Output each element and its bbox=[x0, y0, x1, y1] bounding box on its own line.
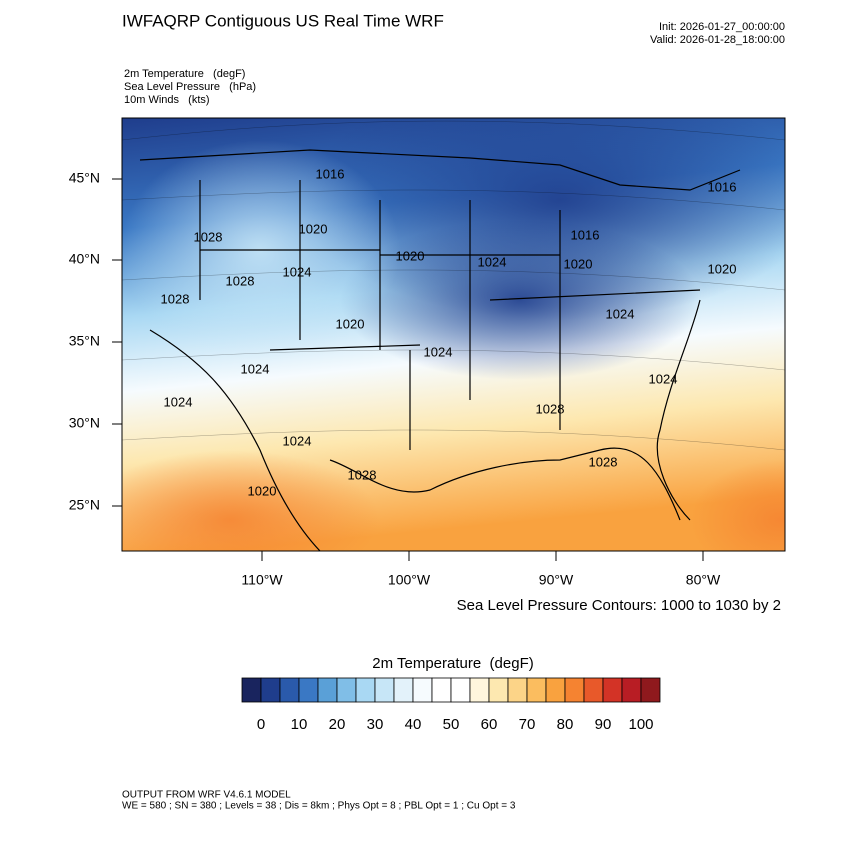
colorbar-box bbox=[241, 677, 262, 703]
contour-label: 1024 bbox=[606, 306, 635, 321]
colorbar-tick-label: 70 bbox=[519, 716, 536, 733]
lon-label: 90°W bbox=[539, 572, 574, 588]
contour-label: 1024 bbox=[649, 371, 678, 386]
colorbar-box bbox=[355, 677, 376, 703]
lat-label: 25°N bbox=[69, 497, 100, 513]
contour-note: Sea Level Pressure Contours: 1000 to 103… bbox=[457, 597, 781, 614]
colorbar-box bbox=[640, 677, 661, 703]
footer-model: OUTPUT FROM WRF V4.6.1 MODEL bbox=[122, 790, 291, 801]
field-label: 2m Temperature (degF) bbox=[124, 68, 245, 80]
contour-label: 1016 bbox=[708, 179, 737, 194]
map-image bbox=[122, 118, 785, 551]
lon-label: 110°W bbox=[241, 572, 283, 588]
contour-label: 1024 bbox=[424, 344, 453, 359]
lat-label: 40°N bbox=[69, 251, 100, 267]
colorbar-box bbox=[564, 677, 585, 703]
field-label: Sea Level Pressure (hPa) bbox=[124, 81, 256, 93]
footer-settings: WE = 580 ; SN = 380 ; Levels = 38 ; Dis … bbox=[122, 801, 516, 812]
map-frame bbox=[121, 117, 786, 552]
contour-label: 1020 bbox=[336, 316, 365, 331]
contour-label: 1024 bbox=[241, 361, 270, 376]
colorbar-tick-label: 30 bbox=[367, 716, 384, 733]
contour-label: 1016 bbox=[571, 227, 600, 242]
colorbar-tick-label: 80 bbox=[557, 716, 574, 733]
contour-label: 1028 bbox=[194, 229, 223, 244]
colorbar-box bbox=[488, 677, 509, 703]
lat-label: 45°N bbox=[69, 170, 100, 186]
contour-label: 1028 bbox=[226, 273, 255, 288]
colorbar-box bbox=[469, 677, 490, 703]
colorbar-tick-label: 20 bbox=[329, 716, 346, 733]
colorbar-box bbox=[545, 677, 566, 703]
contour-label: 1020 bbox=[564, 256, 593, 271]
colorbar-tick-label: 60 bbox=[481, 716, 498, 733]
contour-label: 1024 bbox=[478, 254, 507, 269]
lon-label: 80°W bbox=[686, 572, 721, 588]
colorbar-box bbox=[602, 677, 623, 703]
colorbar-box bbox=[431, 677, 452, 703]
lon-label: 100°W bbox=[388, 572, 431, 588]
colorbar-tick-label: 10 bbox=[291, 716, 308, 733]
colorbar-tick-label: 0 bbox=[257, 716, 265, 733]
contour-label: 1028 bbox=[536, 401, 565, 416]
colorbar-box bbox=[260, 677, 281, 703]
colorbar-tick-label: 50 bbox=[443, 716, 460, 733]
contour-label: 1024 bbox=[283, 433, 312, 448]
colorbar-tick-label: 40 bbox=[405, 716, 422, 733]
colorbar-box bbox=[317, 677, 338, 703]
colorbar-box bbox=[279, 677, 300, 703]
lat-label: 30°N bbox=[69, 415, 100, 431]
colorbar-box bbox=[393, 677, 414, 703]
colorbar-box bbox=[412, 677, 433, 703]
colorbar-tick-label: 90 bbox=[595, 716, 612, 733]
init-time: Init: 2026-01-27_00:00:00 bbox=[659, 21, 785, 33]
colorbar-title: 2m Temperature (degF) bbox=[372, 655, 533, 672]
contour-label: 1028 bbox=[589, 454, 618, 469]
title: IWFAQRP Contiguous US Real Time WRF bbox=[122, 11, 444, 30]
contour-label: 1024 bbox=[164, 394, 193, 409]
colorbar-box bbox=[583, 677, 604, 703]
colorbar-box bbox=[298, 677, 319, 703]
colorbar-tick-label: 100 bbox=[628, 716, 653, 733]
contour-label: 1020 bbox=[396, 248, 425, 263]
colorbar-box bbox=[374, 677, 395, 703]
contour-label: 1028 bbox=[161, 291, 190, 306]
colorbar-box bbox=[336, 677, 357, 703]
field-label: 10m Winds (kts) bbox=[124, 94, 210, 106]
contour-label: 1016 bbox=[316, 166, 345, 181]
colorbar-box bbox=[450, 677, 471, 703]
lat-label: 35°N bbox=[69, 333, 100, 349]
contour-label: 1024 bbox=[283, 264, 312, 279]
contour-label: 1020 bbox=[708, 261, 737, 276]
colorbar-box bbox=[526, 677, 547, 703]
contour-label: 1020 bbox=[299, 221, 328, 236]
valid-time: Valid: 2026-01-28_18:00:00 bbox=[650, 34, 785, 46]
colorbar-box bbox=[621, 677, 642, 703]
contour-label: 1028 bbox=[348, 467, 377, 482]
colorbar-box bbox=[507, 677, 528, 703]
contour-label: 1020 bbox=[248, 483, 277, 498]
